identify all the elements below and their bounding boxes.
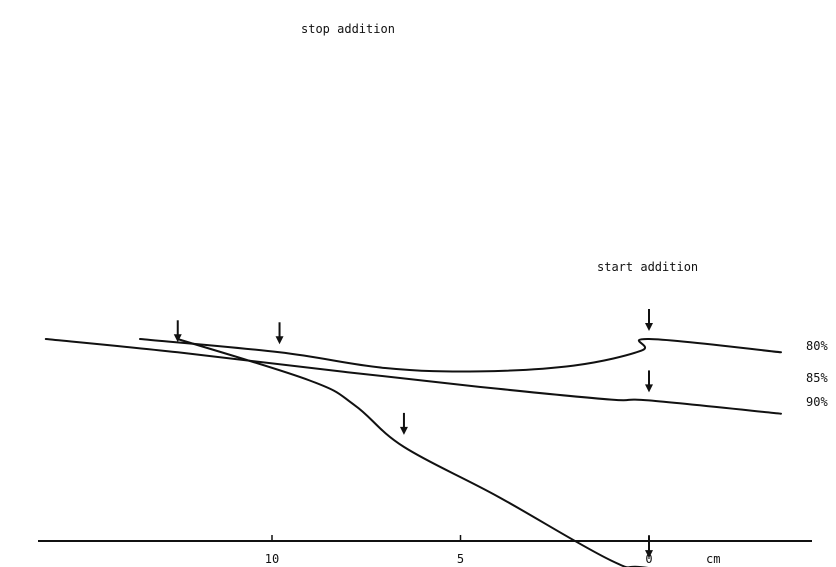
x-unit-label: cm	[706, 552, 720, 566]
series-label-80: 80%	[806, 339, 828, 353]
start-arrow-90-head	[645, 323, 653, 331]
start-arrow-85	[645, 370, 653, 393]
stop-arrow-90-head	[275, 336, 284, 345]
series-label-90: 90%	[806, 395, 828, 409]
arrows-group	[173, 309, 653, 559]
start-arrow-85-head	[645, 384, 653, 393]
stop-arrow-85	[173, 320, 182, 343]
series-label-85: 85%	[806, 371, 828, 385]
start-arrow-90	[645, 309, 653, 331]
stop-arrow-90	[275, 322, 284, 345]
curve-85-percent	[44, 338, 782, 415]
x-tick-label-0: 0	[645, 552, 652, 566]
start-addition-label: start addition	[597, 260, 698, 274]
x-tick-label-10: 10	[265, 552, 279, 566]
start-arrow-80-head	[645, 550, 653, 559]
start-arrow-80	[645, 536, 653, 559]
stop-arrow-85-head	[173, 334, 182, 343]
stop-addition-label: stop addition	[301, 22, 395, 36]
x-ticks-group: 10 5 0	[265, 535, 653, 566]
curve-80-percent	[176, 338, 649, 567]
curve-90-percent	[139, 337, 782, 373]
stop-arrow-80	[399, 412, 408, 435]
curves-group	[44, 337, 782, 567]
stop-arrow-80-head	[399, 426, 408, 435]
x-tick-label-5: 5	[457, 552, 464, 566]
